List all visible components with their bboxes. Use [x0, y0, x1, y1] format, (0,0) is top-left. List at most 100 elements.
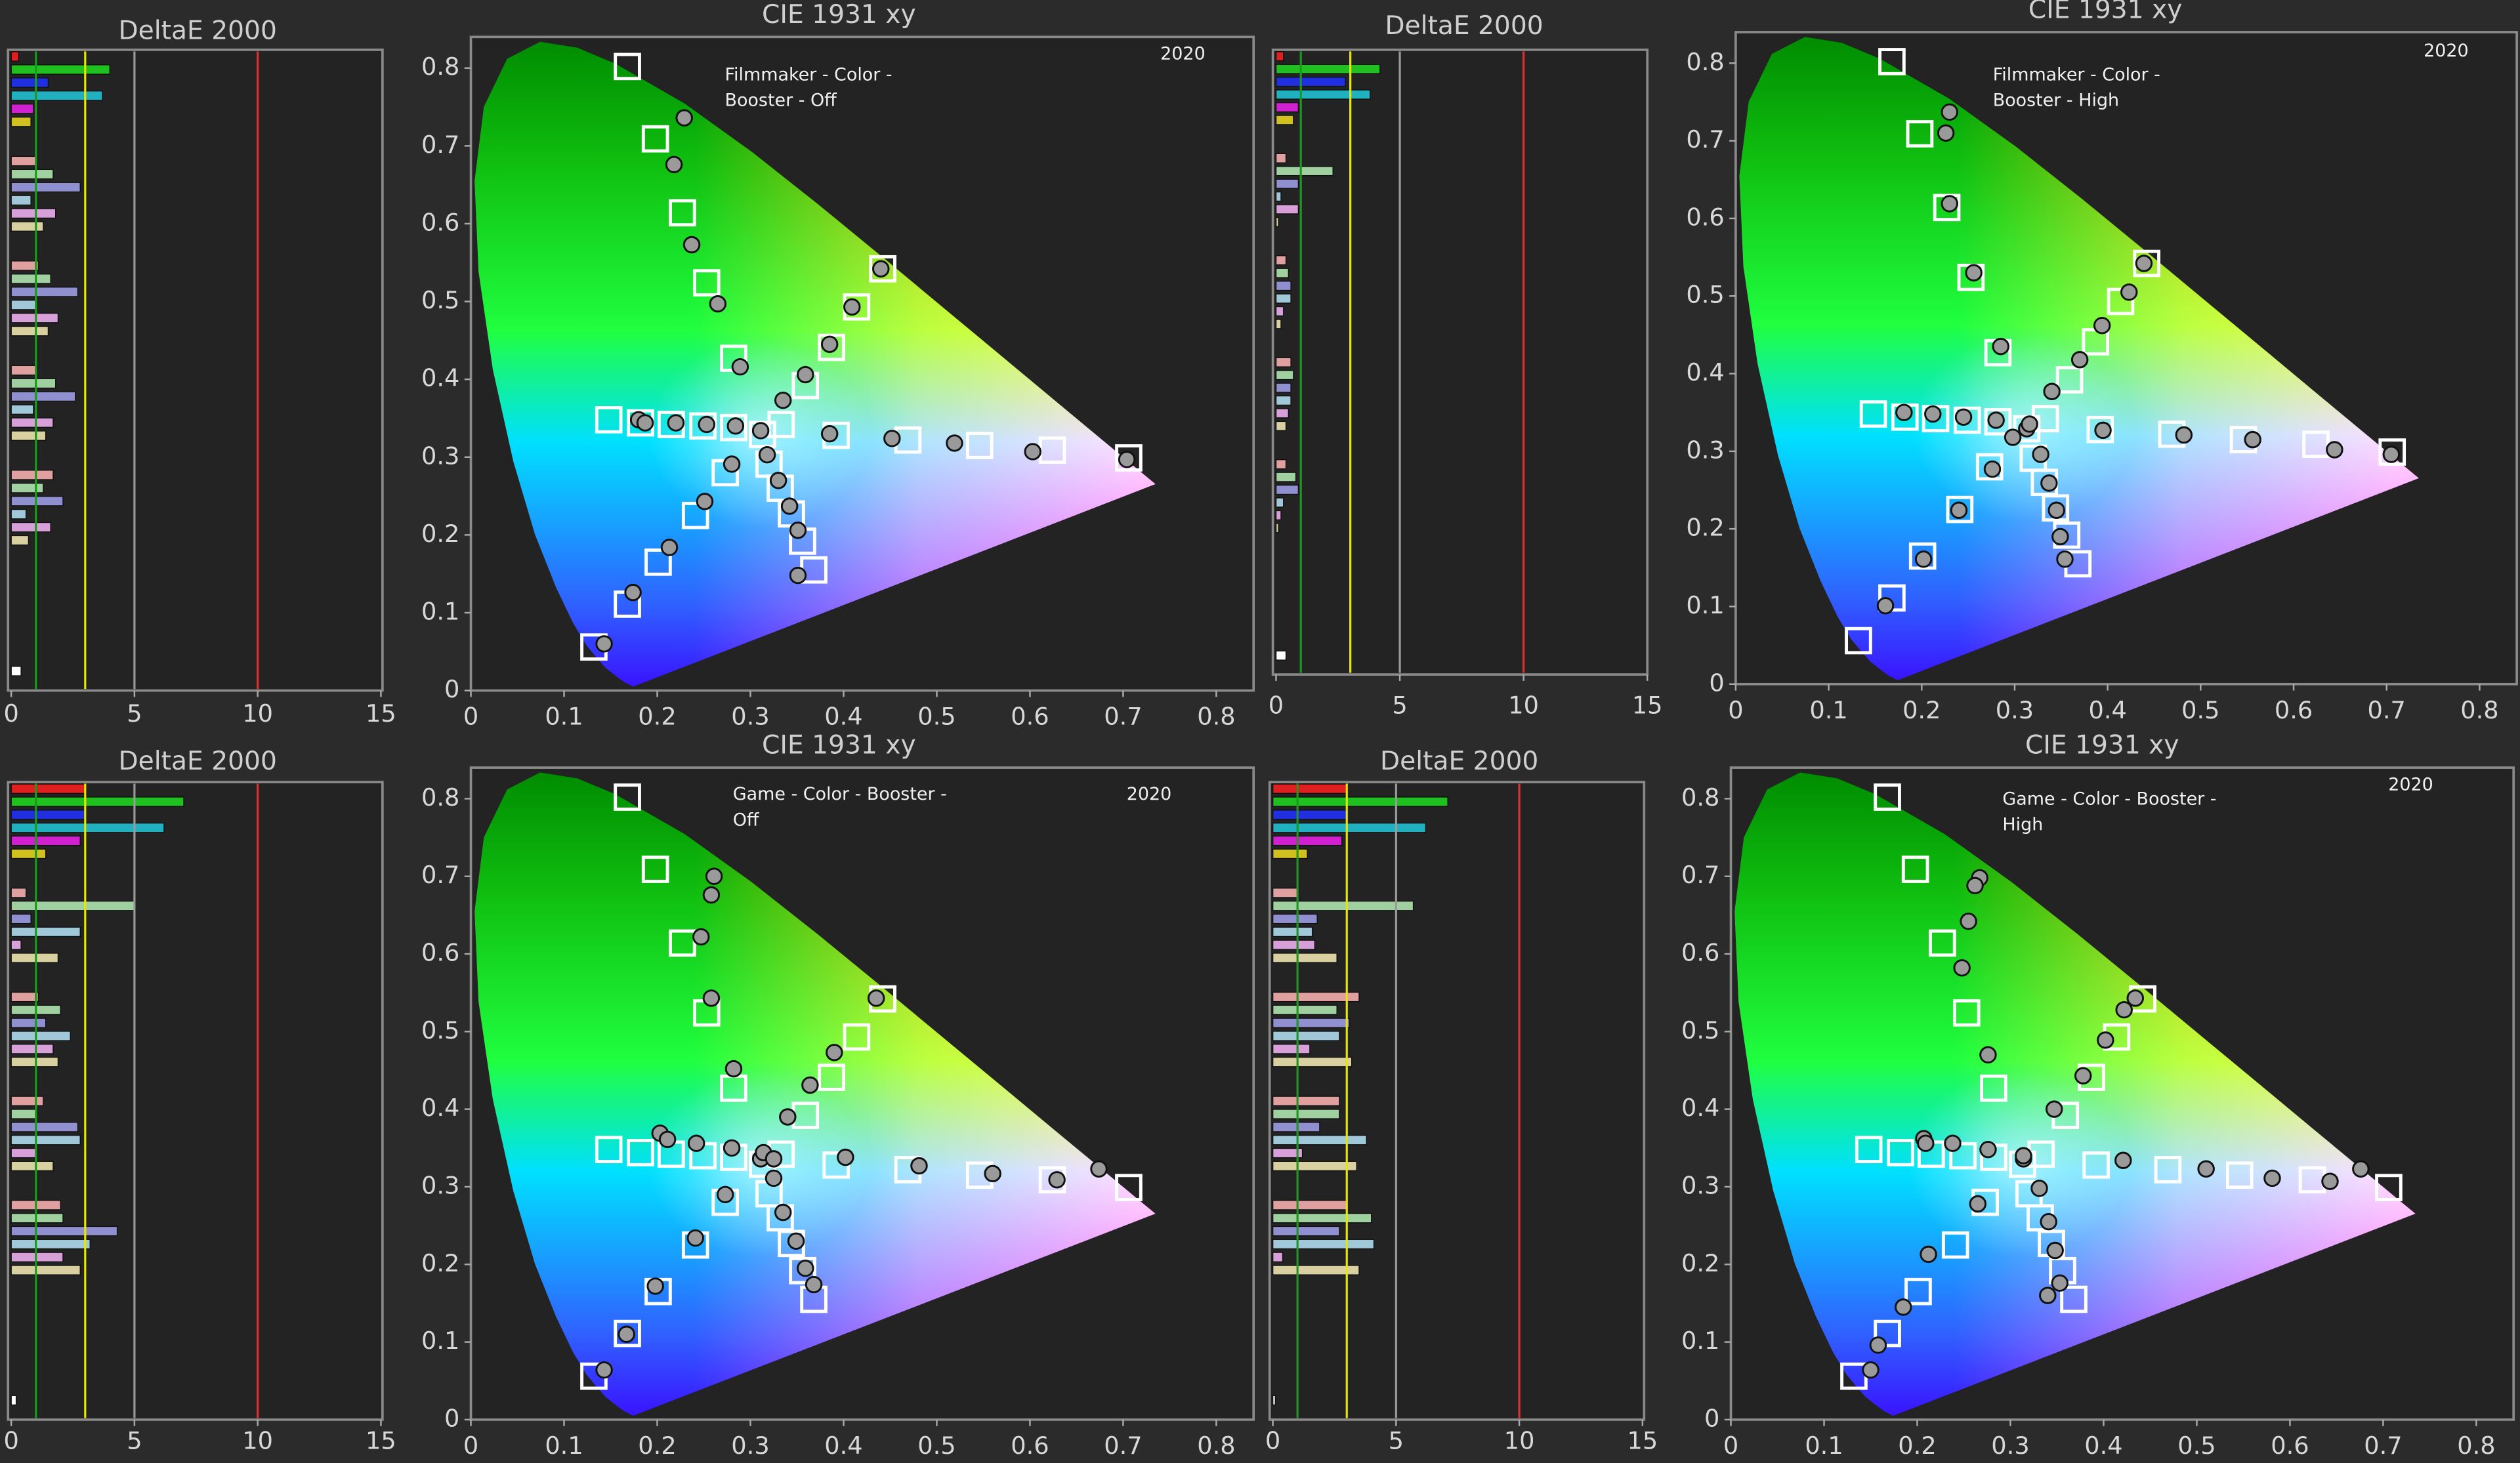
bar [1275, 102, 1299, 113]
bar [10, 417, 54, 428]
bar [1272, 1044, 1311, 1054]
bar [1275, 178, 1299, 189]
measured-marker [2070, 351, 2089, 369]
x-tick-label: 0 [1728, 696, 1743, 724]
bar [1275, 165, 1334, 176]
bar [1275, 408, 1290, 419]
target-marker [1845, 627, 1872, 655]
bar [1272, 822, 1427, 833]
measured-marker [787, 1232, 805, 1250]
bar [1275, 204, 1299, 215]
x-tick-label: 0.1 [545, 1432, 583, 1460]
y-tick-label: 0.5 [421, 286, 459, 314]
bar [10, 77, 49, 88]
x-tick-label: 0.8 [2457, 1432, 2495, 1460]
measured-marker [1969, 1195, 1987, 1213]
measured-marker [774, 1203, 792, 1222]
bar [1275, 421, 1287, 432]
x-tick-label: 0.3 [1996, 696, 2034, 724]
bar [10, 1031, 71, 1041]
target-marker [843, 1023, 871, 1051]
measured-marker [1966, 876, 1984, 895]
bar [1272, 1004, 1337, 1016]
measured-marker [1917, 1134, 1935, 1152]
measured-marker [910, 1157, 928, 1175]
x-tick-label: 0.1 [1805, 1432, 1843, 1460]
bar [1275, 280, 1292, 291]
bar [1272, 1395, 1276, 1406]
target-marker [767, 411, 795, 438]
bar [1275, 216, 1279, 228]
y-tick-label: 0.8 [1686, 48, 1724, 76]
target-marker [1115, 1174, 1143, 1201]
bar [1275, 64, 1381, 74]
x-tick-label: 5 [1392, 691, 1407, 720]
measured-marker [692, 928, 710, 946]
target-marker [614, 52, 641, 81]
bar [1275, 395, 1292, 406]
target-marker [669, 199, 696, 227]
target-marker [1984, 408, 2012, 436]
target-marker [644, 548, 672, 576]
bar [10, 286, 79, 297]
target-marker [2225, 1161, 2254, 1189]
bar [10, 1056, 59, 1067]
target-marker [2375, 1174, 2403, 1201]
bar [1272, 810, 1347, 820]
bar [10, 1134, 81, 1145]
y-tick-label: 0.7 [421, 861, 459, 889]
bar [10, 1226, 118, 1237]
measured-marker [826, 1044, 843, 1061]
bar [10, 195, 32, 206]
measured-marker [837, 1148, 854, 1166]
chart-title: DeltaE 2000 [119, 747, 277, 776]
measured-marker [2326, 441, 2343, 459]
bar [10, 900, 135, 911]
bar [10, 535, 30, 546]
measured-marker [1920, 1245, 1937, 1264]
measured-marker [774, 391, 792, 409]
measured-marker [789, 566, 807, 585]
measured-marker [2115, 1000, 2133, 1019]
measured-marker [883, 430, 901, 447]
bar [1272, 991, 1360, 1002]
badge: 2020 [2424, 41, 2469, 61]
measured-marker [658, 1130, 677, 1149]
measured-marker [1941, 195, 1959, 213]
x-tick-label: 15 [366, 699, 396, 728]
bar [10, 822, 165, 833]
y-tick-label: 0.2 [421, 520, 459, 548]
target-marker [641, 855, 669, 883]
bar [1275, 268, 1290, 278]
annotation: Game - Color - Booster - [733, 784, 947, 804]
measured-marker [1118, 451, 1136, 468]
x-tick-label: 0.5 [917, 1432, 956, 1460]
bar [1272, 1239, 1375, 1250]
measured-marker [820, 424, 839, 443]
x-tick-label: 0.2 [1898, 1432, 1936, 1460]
bar [1272, 1199, 1347, 1210]
target-marker [2055, 366, 2084, 394]
measured-marker [1090, 1160, 1108, 1178]
plot-frame [7, 781, 384, 1421]
measured-marker [1937, 124, 1955, 142]
target-marker [595, 1136, 623, 1163]
bar [10, 273, 51, 284]
x-tick-label: 0.6 [2271, 1432, 2309, 1460]
bar [1275, 191, 1282, 202]
plot-frame [7, 49, 384, 692]
measured-marker [2263, 1169, 2281, 1187]
y-tick-label: 0.5 [1686, 281, 1724, 309]
chart-title: CIE 1931 xy [762, 731, 916, 760]
x-tick-label: 0.7 [2368, 696, 2406, 724]
plot-frame [1271, 49, 1649, 676]
bar [10, 783, 86, 794]
bar [10, 391, 76, 402]
measured-marker [2321, 1172, 2339, 1190]
measured-marker [636, 414, 654, 432]
target-marker [818, 333, 845, 361]
measured-marker [2004, 428, 2022, 446]
y-tick-label: 0.3 [1681, 1171, 1719, 1199]
measured-marker [843, 298, 861, 316]
